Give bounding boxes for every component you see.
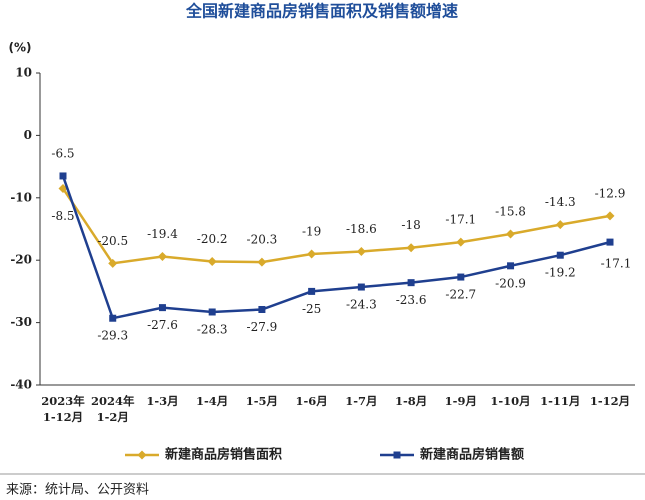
- point: [258, 305, 266, 313]
- y-tick-label: -40: [10, 378, 32, 392]
- point: [59, 172, 67, 180]
- point: [456, 237, 466, 247]
- value-label: -8.5: [51, 209, 74, 223]
- value-label: -28.3: [197, 322, 228, 336]
- value-label: -18.6: [346, 222, 377, 236]
- value-label: -25: [302, 302, 321, 316]
- x-tick-label: 2023年 1-12月: [41, 394, 85, 424]
- value-label: -19: [302, 224, 321, 238]
- value-label: -20.5: [97, 234, 128, 248]
- x-tick-label: 1-6月: [295, 394, 328, 408]
- point: [257, 257, 267, 267]
- point: [506, 229, 516, 239]
- x-tick-label: 1-5月: [245, 394, 279, 408]
- x-tick-label: 1-3月: [146, 394, 179, 408]
- y-tick-label: -20: [10, 253, 32, 267]
- y-axis-label: (%): [9, 41, 32, 55]
- point: [357, 283, 365, 291]
- value-label: -20.9: [495, 276, 526, 290]
- point: [406, 243, 416, 253]
- point: [109, 314, 117, 322]
- point: [158, 304, 166, 312]
- x-tick-label: 2024年 1-2月: [90, 394, 135, 424]
- point: [555, 220, 565, 230]
- point: [308, 287, 316, 295]
- value-label: -6.5: [51, 146, 74, 160]
- y-tick-label: -10: [10, 190, 32, 204]
- value-label: -23.6: [396, 293, 427, 307]
- point: [307, 249, 317, 259]
- value-label: -24.3: [346, 298, 377, 312]
- point: [407, 279, 415, 287]
- legend-label: 新建商品房销售面积: [165, 447, 282, 463]
- point: [457, 273, 465, 281]
- value-label: -12.9: [595, 186, 626, 200]
- value-label: -27.6: [147, 318, 178, 332]
- point: [207, 256, 217, 266]
- x-tick-label: 1-12月: [589, 394, 631, 408]
- value-label: -29.3: [97, 329, 128, 343]
- value-label: -17.1: [601, 257, 632, 271]
- value-label: -19.4: [147, 227, 178, 241]
- point: [507, 262, 515, 270]
- legend-marker: [137, 450, 147, 460]
- x-tick-label: 1-8月: [394, 394, 428, 408]
- legend-label: 新建商品房销售额: [420, 447, 524, 463]
- chart-title: 全国新建商品房销售面积及销售额增速: [185, 2, 458, 21]
- point: [208, 308, 216, 316]
- point: [556, 251, 564, 259]
- point: [606, 238, 614, 246]
- x-tick-label: 1-7月: [345, 394, 378, 408]
- value-label: -19.2: [545, 266, 576, 280]
- x-tick-label: 1-11月: [540, 394, 581, 408]
- y-tick-label: 0: [24, 128, 32, 142]
- y-tick-label: 10: [15, 66, 32, 80]
- value-label: -27.9: [247, 320, 278, 334]
- x-tick-label: 1-10月: [490, 394, 531, 408]
- legend-marker: [393, 451, 401, 459]
- value-label: -17.1: [445, 213, 476, 227]
- x-tick-label: 1-9月: [444, 394, 477, 408]
- value-label: -20.3: [247, 233, 278, 247]
- point: [157, 251, 167, 261]
- value-label: -18: [401, 218, 420, 232]
- value-label: -22.7: [445, 288, 476, 302]
- source: 来源：统计局、公开资料: [6, 483, 149, 498]
- value-label: -14.3: [545, 195, 576, 209]
- line: [61, 187, 611, 265]
- point: [605, 211, 615, 221]
- value-label: -15.8: [495, 204, 526, 218]
- x-tick-label: 1-4月: [196, 394, 229, 408]
- line: [61, 175, 611, 320]
- point: [108, 258, 118, 268]
- point: [58, 183, 68, 193]
- point: [356, 246, 366, 256]
- y-tick-label: -30: [10, 315, 32, 329]
- value-label: -20.2: [197, 232, 228, 246]
